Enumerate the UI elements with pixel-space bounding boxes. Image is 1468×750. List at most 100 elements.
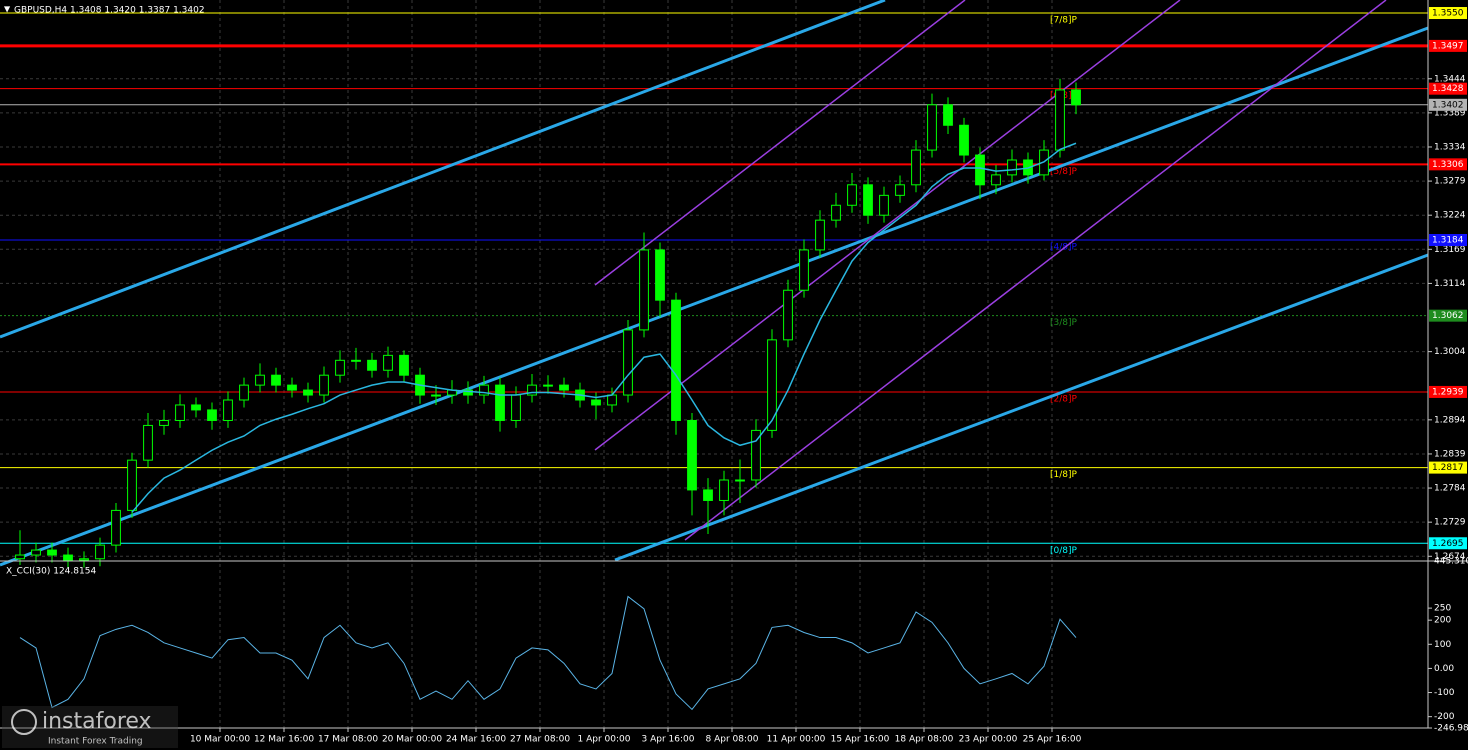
trend-lines	[0, 0, 1429, 567]
y-tick-label: 200	[1434, 616, 1451, 626]
candle-body	[287, 384, 297, 391]
candle-body	[751, 429, 761, 481]
candle-body	[383, 354, 393, 371]
x-tick-label: 1 Apr 00:00	[578, 735, 631, 745]
candle-body	[207, 409, 217, 421]
candle-body	[687, 419, 697, 491]
y-tick-label: 1.2784	[1434, 484, 1466, 494]
candle-body	[767, 339, 777, 431]
price-tag: 1.3550	[1432, 9, 1464, 19]
x-tick-label: 15 Apr 16:00	[831, 735, 890, 745]
level-tag: [5/8]P	[1050, 167, 1078, 177]
price-tag: 1.3497	[1432, 41, 1464, 51]
candle-body	[671, 299, 681, 421]
price-tag: 1.3402	[1432, 100, 1464, 110]
candle-body	[47, 549, 57, 556]
price-tag-bg	[1429, 98, 1467, 111]
price-tag: 1.3306	[1432, 160, 1464, 170]
candle-body	[399, 354, 409, 376]
y-tick-label: 1.3004	[1434, 347, 1466, 357]
y-tick-label: 1.2839	[1434, 449, 1466, 459]
price-tag-bg	[1429, 7, 1467, 20]
price-tag: 1.2939	[1432, 387, 1464, 397]
channel-line	[594, 0, 966, 286]
candle-body	[111, 509, 121, 546]
logo-tagline: Instant Forex Trading	[48, 737, 143, 747]
candle-body	[463, 389, 473, 396]
menu-arrow[interactable]: ▼	[4, 5, 11, 14]
candle-body	[239, 384, 249, 401]
candle-body	[271, 374, 281, 386]
price-tag-bg	[1429, 82, 1467, 95]
price-tag: 1.3184	[1432, 236, 1464, 246]
candle-body	[191, 404, 201, 411]
price-tag-bg	[1429, 39, 1467, 52]
candle-body	[879, 194, 889, 216]
candle-body	[79, 558, 89, 561]
indicator-title: X_CCI(30) 124.8154	[6, 567, 96, 577]
candle-body	[495, 384, 505, 421]
candle-body	[927, 104, 937, 151]
x-tick-label: 25 Apr 16:00	[1023, 735, 1082, 745]
logo-name: instaforex	[42, 709, 152, 734]
candle-body	[335, 359, 345, 376]
y-tick-label: -200	[1434, 712, 1455, 722]
x-tick-label: 18 Apr 08:00	[895, 735, 954, 745]
price-tag-bg	[1429, 234, 1467, 246]
candle-body	[783, 289, 793, 341]
candle-body	[175, 404, 185, 421]
candle-body	[479, 384, 489, 396]
price-tag-bg	[1429, 309, 1467, 322]
candle-body	[1055, 89, 1065, 151]
y-tick-label: 1.2674	[1434, 552, 1466, 562]
candle-body	[959, 124, 969, 156]
y-tick-label: 445.3108	[1434, 557, 1468, 567]
x-tick-label: 10 Mar 00:00	[190, 735, 250, 745]
price-tag-bg	[1429, 158, 1467, 171]
candle-body	[351, 359, 361, 362]
candle-body	[735, 479, 745, 482]
candle-body	[655, 249, 665, 301]
level-tag: [7/8]P	[1050, 16, 1078, 26]
candle-body	[991, 174, 1001, 186]
candle-body	[559, 384, 569, 391]
x-tick-label: 11 Apr 00:00	[767, 735, 826, 745]
candle-body	[255, 374, 265, 386]
candle-body	[431, 394, 441, 397]
trend-line	[0, 26, 1429, 567]
x-tick-label: 17 Mar 08:00	[318, 735, 378, 745]
trend-line	[0, 0, 886, 339]
candle-body	[639, 249, 649, 331]
y-tick-label: 1.3169	[1434, 245, 1466, 255]
level-tag: [3/8]P	[1050, 318, 1078, 328]
x-tick-label: 12 Mar 16:00	[254, 735, 314, 745]
candles-layer	[15, 78, 1081, 711]
candle-body	[319, 374, 329, 396]
x-tick-label: 24 Mar 16:00	[446, 735, 506, 745]
y-tick-label: 1.3114	[1434, 279, 1466, 289]
x-tick-label: 8 Apr 08:00	[706, 735, 759, 745]
x-tick-label: 20 Mar 00:00	[382, 735, 442, 745]
channel-line	[594, 0, 1181, 451]
candle-body	[367, 359, 377, 371]
candle-body	[159, 419, 169, 426]
price-tag-bg	[1429, 385, 1467, 398]
candle-body	[623, 329, 633, 396]
candle-body	[895, 184, 905, 196]
candle-body	[303, 389, 313, 396]
y-tick-label: -246.982	[1434, 724, 1468, 734]
candle-body	[607, 394, 617, 406]
candle-body	[975, 154, 985, 186]
grid-layer	[0, 0, 1428, 728]
y-tick-label: 1.2729	[1434, 518, 1466, 528]
candle-body	[15, 554, 25, 560]
level-tag: [1/8]P	[1050, 470, 1078, 480]
indicator-line	[19, 595, 1077, 711]
moving-average	[131, 142, 1077, 513]
channel-line	[684, 0, 1387, 541]
y-tick-label: 1.2894	[1434, 415, 1466, 425]
level-tag: [0/8]P	[1050, 546, 1078, 556]
candle-body	[799, 249, 809, 291]
